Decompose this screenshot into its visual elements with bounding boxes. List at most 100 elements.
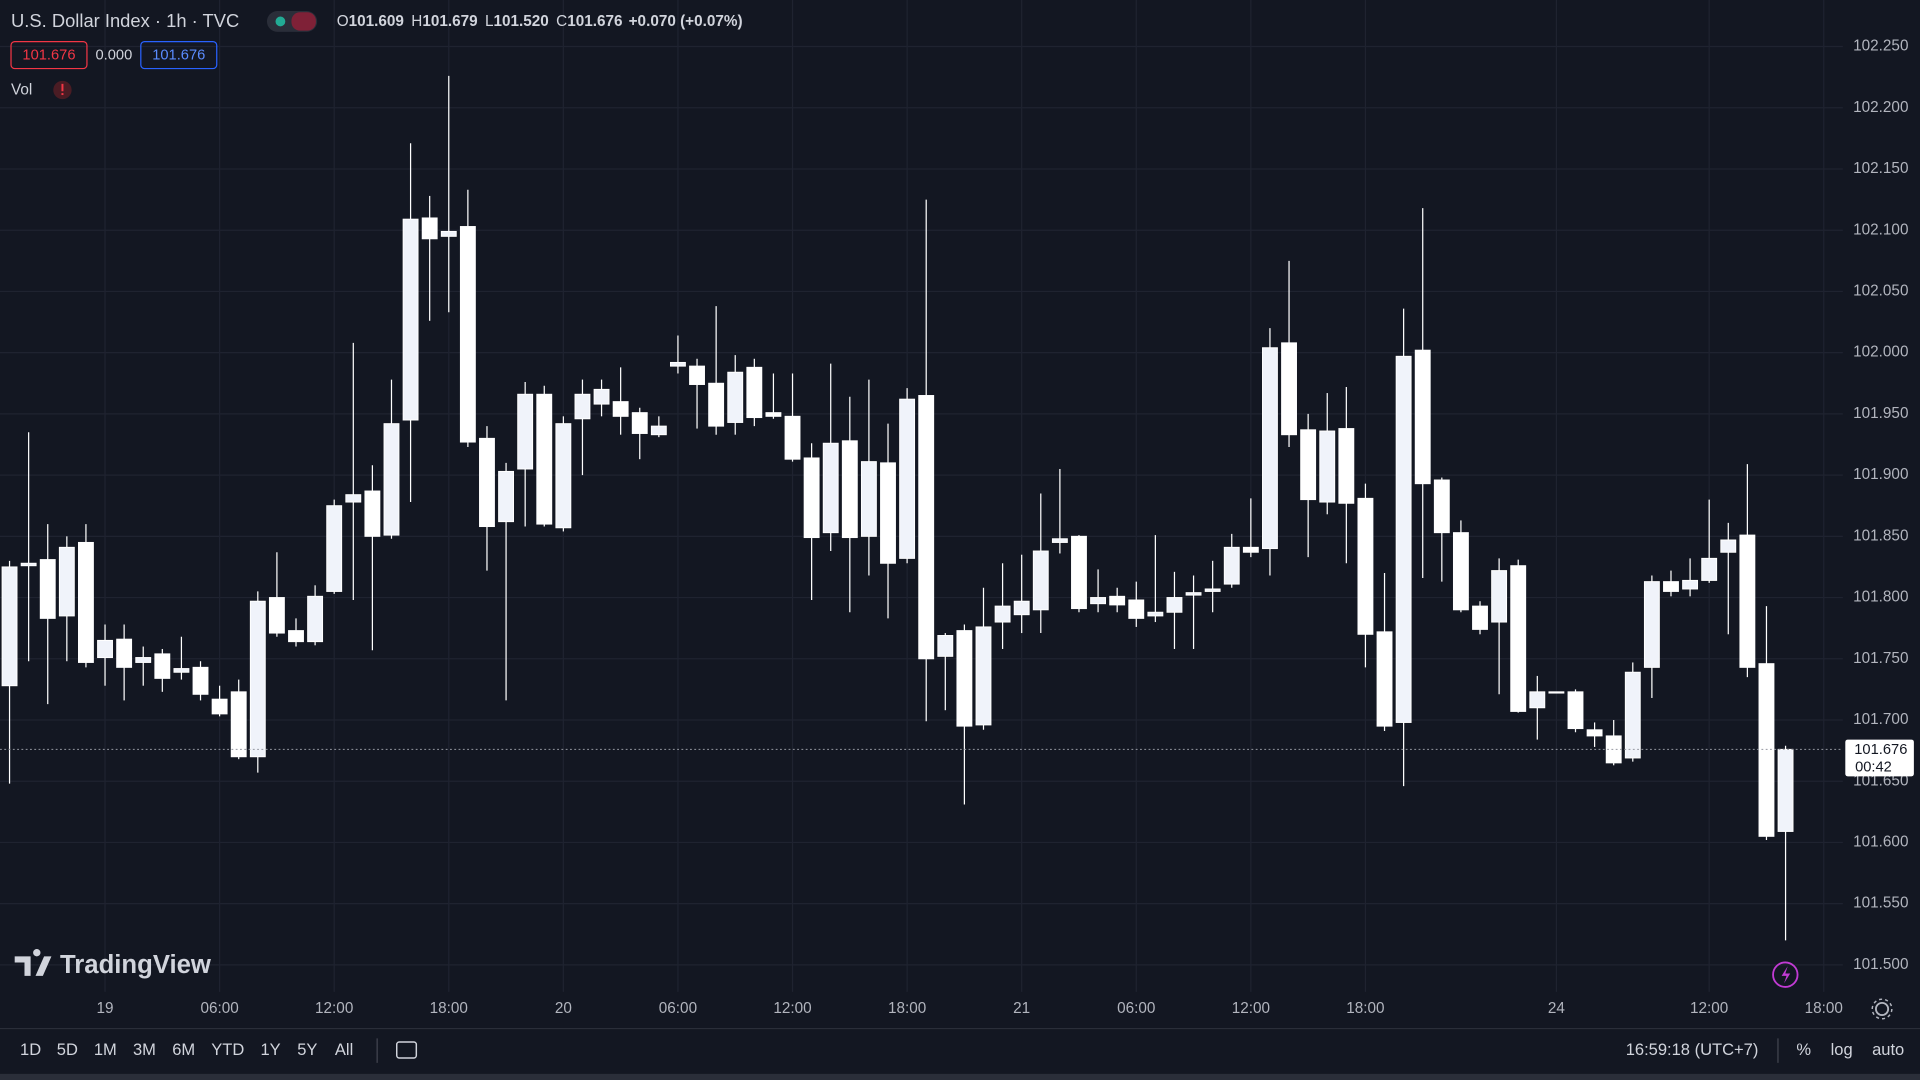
candle-body <box>211 698 228 715</box>
logo-icon <box>14 948 52 976</box>
logo[interactable]: TradingView <box>14 948 212 979</box>
alert-icon[interactable] <box>1772 961 1799 988</box>
candle-body <box>1586 729 1603 737</box>
candle-body <box>822 442 839 534</box>
candle-body <box>345 494 362 503</box>
bottom-strip <box>0 1073 1920 1080</box>
candle-body <box>1090 597 1107 605</box>
candle-body <box>1472 605 1488 630</box>
ohlc-value: 101.520 <box>494 13 549 30</box>
x-tick-label: 12:00 <box>773 1000 811 1017</box>
volume-label[interactable]: Vol <box>11 82 32 99</box>
candle-body <box>307 595 324 643</box>
y-tick-label: 101.750 <box>1853 650 1908 667</box>
percent-toggle[interactable]: % <box>1796 1040 1811 1059</box>
candle-body <box>689 365 705 385</box>
candle-body <box>784 415 801 460</box>
range-button[interactable]: 1D <box>20 1040 41 1059</box>
x-tick-label: 12:00 <box>1690 1000 1728 1017</box>
candle-body <box>1166 597 1183 613</box>
ohlc-legend: O101.609 H101.679 L101.520 C101.676 +0.070 (… <box>337 13 743 30</box>
candle-body <box>994 605 1011 623</box>
candle-body <box>880 462 896 564</box>
indicator-box <box>10 41 88 70</box>
candle-body <box>1147 611 1164 617</box>
y-tick-label: 101.700 <box>1853 711 1908 728</box>
candle-body <box>1491 570 1508 623</box>
candle-body <box>1300 429 1317 501</box>
auto-toggle[interactable]: auto <box>1872 1040 1904 1059</box>
candle-body <box>1624 671 1641 759</box>
candle-body <box>1071 535 1087 610</box>
y-tick-label: 101.650 <box>1853 772 1908 789</box>
candle-body <box>268 597 285 634</box>
x-tick-label: 18:00 <box>888 1000 926 1017</box>
ohlc-value: 101.676 <box>567 13 622 30</box>
range-button[interactable]: 6M <box>172 1040 195 1059</box>
y-tick-label: 101.500 <box>1853 956 1908 973</box>
candle-body <box>1319 430 1336 503</box>
ohlc-change: +0.070 (+0.07%) <box>629 13 743 30</box>
settings-icon[interactable] <box>1875 1001 1890 1017</box>
indicator-value: 101.676 <box>22 48 75 64</box>
candle-body <box>1376 631 1393 727</box>
x-tick-label: 21 <box>1013 1000 1030 1017</box>
ohlc-value: 101.609 <box>349 13 404 30</box>
warning-mark <box>61 83 64 92</box>
candle-body <box>479 437 495 528</box>
candle-body <box>459 226 476 443</box>
range-button[interactable]: 5D <box>57 1040 78 1059</box>
candle-body <box>803 457 820 539</box>
candle-body <box>1032 550 1049 611</box>
range-button[interactable]: 5Y <box>297 1040 317 1059</box>
candle-body <box>58 546 75 617</box>
countdown: 00:42 <box>1855 760 1892 776</box>
candle-body <box>860 461 877 537</box>
candle-body <box>574 393 591 420</box>
candles <box>1 75 1794 941</box>
candle-body <box>1510 565 1527 712</box>
candle-body <box>1567 691 1584 730</box>
x-tick-label: 24 <box>1548 1000 1566 1017</box>
candle-body <box>1204 588 1221 592</box>
y-tick-label: 101.550 <box>1853 895 1908 912</box>
y-tick-label: 102.250 <box>1853 38 1908 55</box>
candle-body <box>612 401 629 417</box>
candle-body <box>708 382 725 427</box>
candle-body <box>1529 691 1546 709</box>
candle-body <box>77 541 94 663</box>
range-button[interactable]: YTD <box>211 1040 244 1059</box>
candle-body <box>1414 349 1431 485</box>
x-tick-label: 18:00 <box>1805 1000 1843 1017</box>
y-tick-label: 102.000 <box>1853 344 1908 361</box>
overlay: 101.676 00:42 <box>0 739 1914 777</box>
alert-bolt <box>1781 966 1791 984</box>
symbol-title[interactable]: U.S. Dollar Index · 1h · TVC <box>11 10 239 31</box>
range-button[interactable]: 1Y <box>261 1040 281 1059</box>
candle-body <box>937 635 954 657</box>
clock[interactable]: 16:59:18 (UTC+7) <box>1626 1040 1759 1059</box>
compare-icon[interactable] <box>396 1041 418 1059</box>
candle-body <box>517 393 534 470</box>
candle-body <box>192 666 209 695</box>
range-button[interactable]: 1M <box>94 1040 117 1059</box>
x-tick-label: 12:00 <box>315 1000 353 1017</box>
y-tick-label: 101.950 <box>1853 405 1908 422</box>
candle-body <box>1452 532 1469 611</box>
x-tick-label: 18:00 <box>430 1000 468 1017</box>
candle-body <box>1701 557 1718 581</box>
candle-body <box>173 668 190 673</box>
y-tick-label: 102.200 <box>1853 99 1908 116</box>
x-tick-label: 06:00 <box>659 1000 697 1017</box>
candle-body <box>230 691 247 758</box>
range-button[interactable]: All <box>335 1040 353 1059</box>
x-tick-label: 06:00 <box>200 1000 238 1017</box>
log-toggle[interactable]: log <box>1831 1040 1853 1059</box>
range-button[interactable]: 3M <box>133 1040 156 1059</box>
delay-status <box>291 12 316 31</box>
candle-body <box>1051 538 1068 543</box>
x-tick-label: 12:00 <box>1232 1000 1270 1017</box>
x-tick-label: 19 <box>97 1000 114 1017</box>
candle-body <box>1223 546 1240 585</box>
